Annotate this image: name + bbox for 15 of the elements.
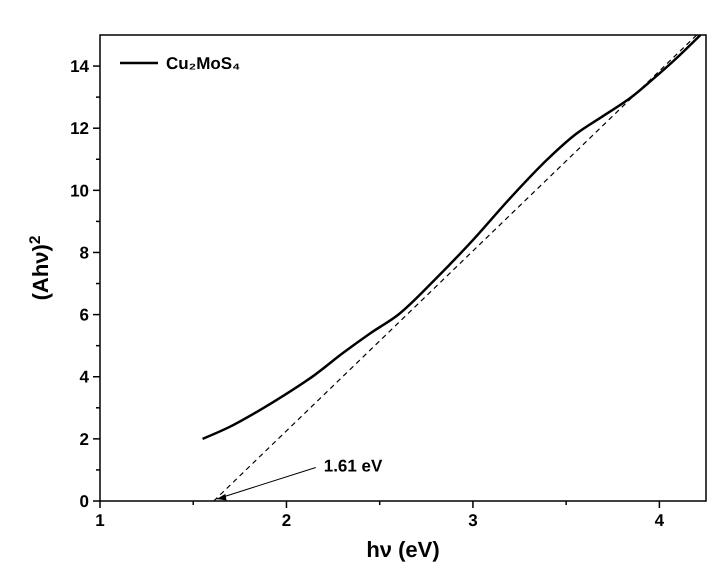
y-tick-label: 8 (80, 243, 89, 262)
y-tick-label: 10 (70, 181, 89, 200)
annotation: 1.61 eV (324, 456, 384, 476)
y-tick-label: 2 (80, 430, 89, 449)
x-tick-label: 4 (654, 511, 665, 530)
y-tick-label: 14 (70, 57, 90, 76)
y-tick-label: 0 (80, 492, 89, 511)
legend-label: Cu₂MoS₄ (166, 54, 240, 73)
y-tick-label: 4 (80, 368, 90, 387)
x-tick-label: 2 (282, 511, 292, 530)
y-tick-label: 6 (80, 306, 89, 325)
x-tick-label: 3 (468, 511, 478, 530)
x-axis-title: hν (eV) (366, 537, 440, 562)
x-tick-label: 1 (95, 511, 105, 530)
y-tick-label: 12 (70, 119, 89, 138)
